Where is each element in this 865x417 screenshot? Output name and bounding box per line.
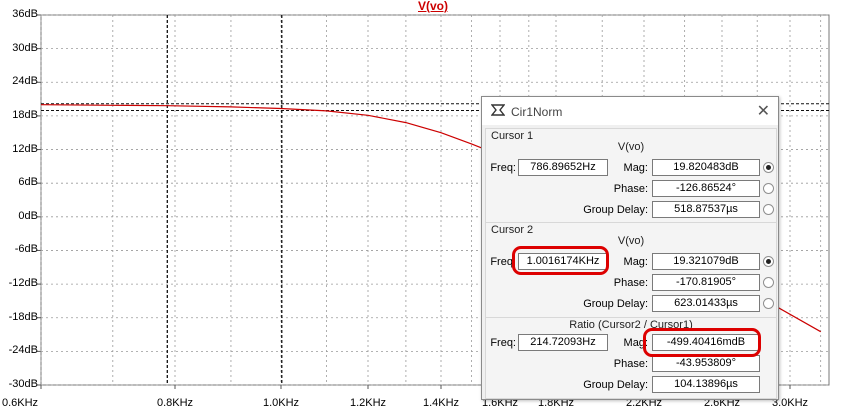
cursor1-group-delay-radio[interactable]: [763, 204, 774, 215]
dialog-titlebar[interactable]: Cir1Norm ✕: [482, 97, 778, 125]
ratio-phase-label: Phase:: [613, 358, 648, 370]
cursor1-freq-label: Freq:: [490, 162, 516, 174]
x-tick-label: 1.0KHz: [262, 397, 300, 409]
ratio-mag-label: Mag:: [623, 337, 648, 349]
y-tick-label: 30dB: [12, 41, 38, 54]
cursor1-phase-field[interactable]: -126.86524°: [652, 180, 760, 197]
cursor2-group-label: Cursor 2: [491, 224, 534, 236]
x-tick-label: 1.4KHz: [422, 397, 460, 409]
y-tick-label: 6dB: [18, 176, 38, 189]
cursor1-trace-name: V(vo): [617, 141, 645, 153]
y-tick-label: -30dB: [8, 378, 38, 390]
cursor1-group-delay-label: Group Delay:: [583, 204, 648, 216]
y-tick-label: 0dB: [18, 209, 38, 222]
y-tick-label: 24dB: [12, 75, 38, 88]
cursor1-group: Cursor 1 V(vo) Freq: 786.89652Hz Mag: 19…: [485, 128, 777, 225]
y-tick-label: 18dB: [12, 108, 38, 121]
cursor2-phase-radio[interactable]: [763, 277, 774, 288]
trace-name-label[interactable]: V(vo): [418, 0, 448, 13]
x-tick-label: 1.8KHz: [537, 397, 575, 409]
cursor2-mag-label: Mag:: [623, 256, 648, 268]
y-tick-label: -18dB: [8, 310, 38, 323]
cursor2-phase-label: Phase:: [613, 277, 648, 289]
cursor-dialog[interactable]: Cir1Norm ✕ Cursor 1 V(vo) Freq: 786.8965…: [481, 96, 779, 400]
ratio-group-delay-label: Group Delay:: [583, 379, 648, 391]
cursor2-freq-field[interactable]: 1.0016174KHz: [518, 253, 608, 270]
cursor1-mag-field[interactable]: 19.820483dB: [652, 159, 760, 176]
close-icon[interactable]: ✕: [756, 103, 770, 120]
dialog-title: Cir1Norm: [511, 105, 563, 119]
ratio-phase-field[interactable]: -43.953809°: [652, 355, 760, 372]
y-tick-label: -12dB: [8, 277, 38, 290]
x-tick-label: 3.0KHz: [771, 397, 809, 409]
cursor1-group-delay-field[interactable]: 518.87537µs: [652, 201, 760, 218]
cursor2-freq-label: Freq:: [490, 256, 516, 268]
cursor2-group-delay-radio[interactable]: [763, 298, 774, 309]
cursor2-mag-radio[interactable]: [763, 256, 774, 267]
y-tick-label: -24dB: [8, 344, 38, 357]
x-tick-label: 1.2KHz: [349, 397, 387, 409]
ratio-group-delay-field[interactable]: 104.13896µs: [652, 376, 760, 393]
cursor2-group-delay-label: Group Delay:: [583, 298, 648, 310]
x-tick-label: 0.6KHz: [1, 397, 39, 409]
ratio-freq-label: Freq:: [490, 337, 516, 349]
x-tick-label: 2.2KHz: [625, 397, 663, 409]
y-tick-label: 12dB: [12, 142, 38, 155]
x-tick-label: 2.6KHz: [703, 397, 741, 409]
cursor2-mag-field[interactable]: 19.321079dB: [652, 253, 760, 270]
ltspice-app-icon: [490, 103, 506, 120]
cursor1-mag-radio[interactable]: [763, 162, 774, 173]
cursor1-phase-label: Phase:: [613, 183, 648, 195]
ratio-header: Ratio (Cursor2 / Cursor1): [569, 319, 693, 331]
cursor1-mag-label: Mag:: [623, 162, 648, 174]
cursor1-group-label: Cursor 1: [491, 130, 534, 142]
cursor1-freq-field[interactable]: 786.89652Hz: [518, 159, 608, 176]
x-tick-label: 1.6KHz: [481, 397, 519, 409]
ratio-group: Ratio (Cursor2 / Cursor1) Freq: 214.7209…: [485, 317, 777, 399]
x-tick-label: 0.8KHz: [156, 397, 194, 409]
cursor2-phase-field[interactable]: -170.81905°: [652, 274, 760, 291]
cursor2-group-delay-field[interactable]: 623.01433µs: [652, 295, 760, 312]
cursor2-group: Cursor 2 V(vo) Freq: 1.0016174KHz Mag: 1…: [485, 222, 777, 318]
y-tick-label: 36dB: [12, 8, 38, 20]
ratio-freq-field[interactable]: 214.72093Hz: [518, 334, 608, 351]
cursor2-trace-name: V(vo): [617, 235, 645, 247]
ratio-mag-field[interactable]: -499.40416mdB: [652, 334, 760, 351]
y-tick-label: -6dB: [14, 243, 38, 256]
cursor1-phase-radio[interactable]: [763, 183, 774, 194]
